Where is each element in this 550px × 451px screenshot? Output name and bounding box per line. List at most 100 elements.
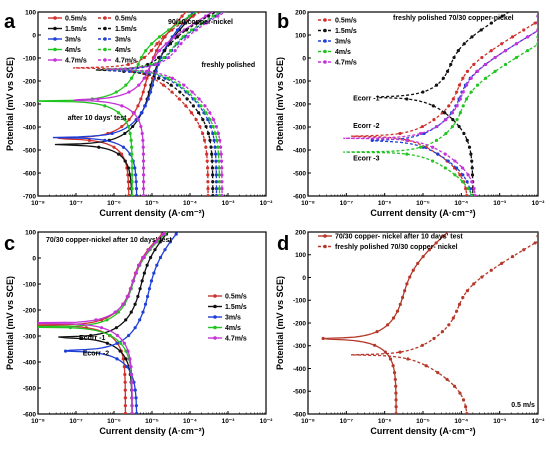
y-tick-label: 0	[302, 55, 306, 62]
data-point	[503, 62, 508, 67]
legend-marker	[103, 26, 107, 31]
data-point	[129, 287, 133, 291]
data-point	[121, 302, 125, 306]
data-point	[126, 166, 130, 170]
data-point	[152, 55, 157, 60]
data-point	[465, 180, 469, 184]
data-point	[116, 111, 121, 115]
data-point	[206, 14, 211, 18]
data-point	[480, 275, 484, 279]
data-point	[392, 371, 397, 375]
data-point	[464, 97, 469, 101]
data-point	[441, 234, 446, 238]
data-point	[141, 187, 146, 191]
data-point	[406, 357, 410, 361]
data-point	[204, 14, 208, 18]
data-point	[182, 28, 186, 32]
data-point	[469, 152, 473, 156]
data-point	[458, 391, 462, 395]
data-point	[457, 124, 461, 129]
data-point	[209, 124, 213, 129]
data-point	[143, 302, 148, 306]
data-point	[394, 384, 398, 388]
data-point	[206, 180, 210, 184]
data-point	[205, 166, 210, 170]
data-point	[134, 180, 138, 184]
panel-title: 70/30 copper-nickel after 10 days' test	[46, 237, 172, 244]
data-point	[465, 69, 470, 73]
data-point	[197, 111, 201, 115]
data-point	[202, 138, 207, 142]
data-point	[137, 83, 141, 87]
data-point	[460, 166, 465, 170]
data-point	[421, 254, 425, 259]
x-tick-label: 10⁻²	[532, 418, 546, 425]
data-point	[456, 49, 460, 53]
data-point	[130, 193, 134, 196]
data-point	[123, 159, 127, 163]
data-point	[217, 193, 222, 196]
data-point	[395, 309, 400, 313]
legend-label: 3m/s	[225, 315, 241, 322]
data-point	[216, 145, 220, 149]
data-point	[133, 302, 137, 306]
data-point	[218, 138, 222, 142]
series-line-4	[38, 232, 167, 414]
data-point	[446, 159, 450, 163]
data-point	[134, 396, 138, 400]
data-point	[115, 357, 119, 361]
data-point	[470, 180, 474, 184]
legend-label: 4.7m/s	[335, 60, 357, 67]
data-point	[152, 271, 156, 275]
data-point	[220, 187, 224, 191]
legend: 0.5m/s 1.5m/s 3m/s 4m/s 4.7m/s 0.5m/s 1.5m/s 3m…	[48, 16, 137, 65]
x-tick-label: 10⁻⁷	[340, 200, 354, 207]
data-point	[124, 83, 128, 87]
data-point	[150, 83, 155, 87]
data-point	[142, 271, 146, 275]
data-point	[211, 193, 215, 196]
data-point	[179, 42, 183, 46]
panel-letter: c	[4, 233, 15, 255]
annotation: after 10 days' test	[68, 115, 128, 122]
legend-marker	[53, 58, 57, 62]
data-point	[141, 310, 145, 314]
data-point	[129, 76, 134, 80]
data-point	[125, 294, 130, 299]
data-point	[400, 295, 405, 300]
data-point	[153, 248, 157, 252]
data-point	[168, 240, 172, 244]
data-point	[147, 287, 152, 291]
data-point	[205, 152, 209, 156]
data-point	[470, 166, 474, 170]
y-tick-label: 100	[25, 9, 36, 16]
data-point	[139, 124, 143, 129]
data-point	[209, 145, 213, 149]
data-point	[170, 90, 174, 94]
data-point	[211, 187, 215, 191]
data-point	[213, 145, 217, 149]
legend-marker	[213, 315, 217, 319]
data-point	[191, 104, 195, 108]
data-point	[403, 289, 407, 293]
data-point	[214, 124, 219, 129]
x-tick-label: 10⁻³	[222, 200, 236, 207]
data-point	[112, 145, 116, 149]
data-point	[210, 166, 215, 170]
data-point	[436, 371, 440, 375]
data-point	[469, 76, 473, 80]
data-point	[180, 14, 184, 18]
legend-label: 4m/s	[335, 49, 351, 56]
data-point	[470, 159, 474, 163]
data-point	[211, 14, 215, 18]
data-point	[212, 138, 216, 142]
data-point	[475, 69, 480, 73]
data-point	[142, 76, 146, 80]
data-point	[500, 14, 504, 18]
data-point	[464, 187, 468, 191]
data-point	[454, 166, 459, 170]
data-point	[63, 349, 68, 353]
data-point	[161, 35, 166, 39]
data-point	[143, 104, 147, 108]
